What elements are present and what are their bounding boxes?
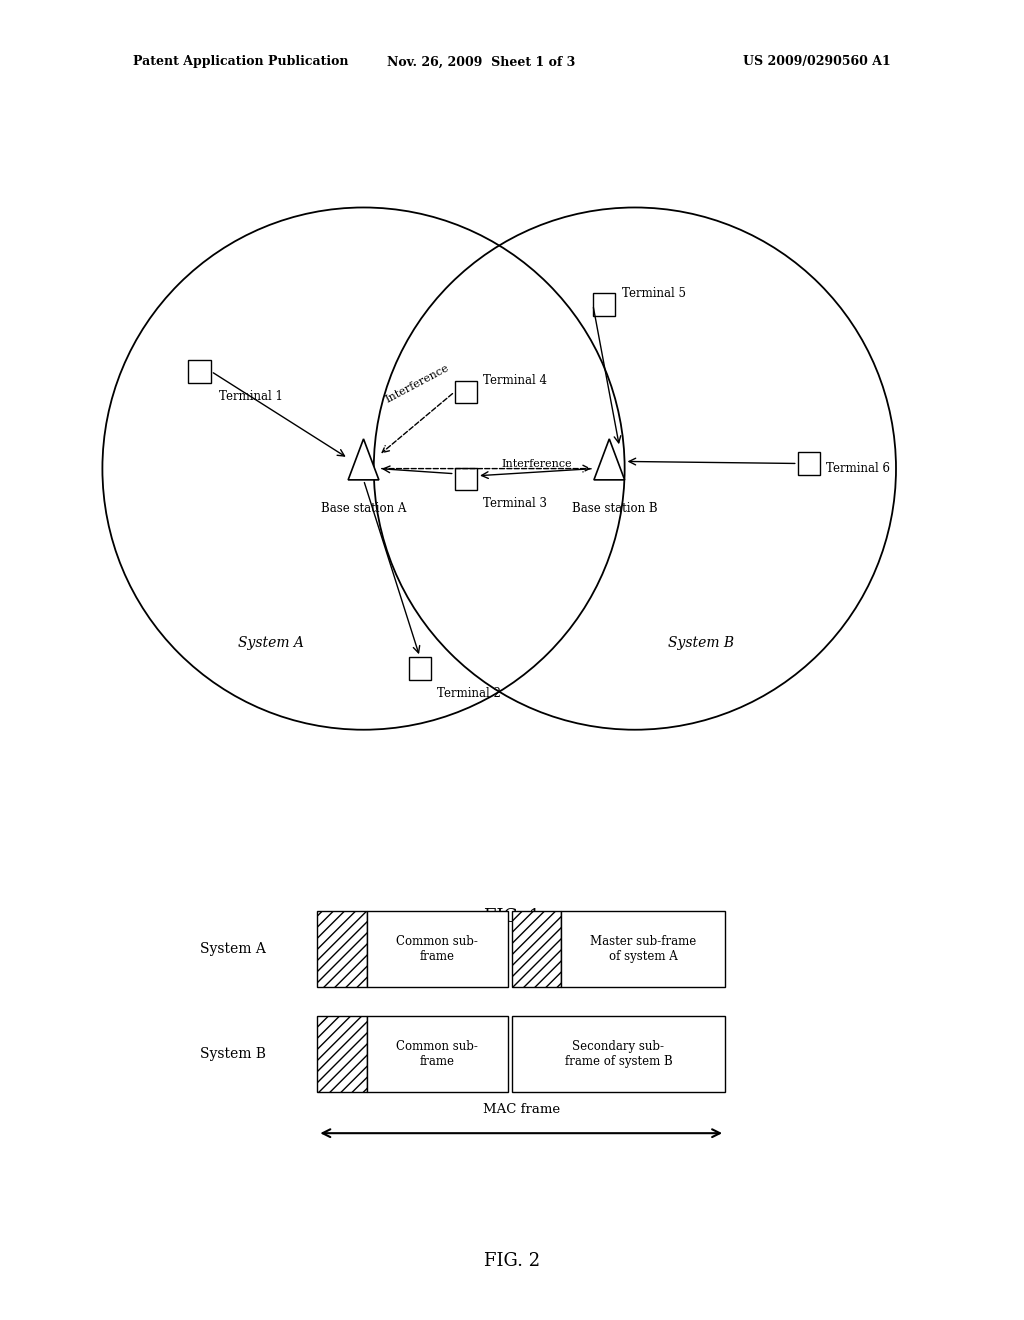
Bar <box>367 911 508 986</box>
Bar <box>317 1016 367 1092</box>
Bar <box>798 453 820 475</box>
Polygon shape <box>594 440 625 480</box>
Text: Terminal 4: Terminal 4 <box>483 374 547 387</box>
Text: Patent Application Publication: Patent Application Publication <box>133 55 348 69</box>
Text: System B: System B <box>669 636 734 649</box>
Bar <box>512 1016 725 1092</box>
Text: Terminal 1: Terminal 1 <box>219 389 283 403</box>
Text: Interference: Interference <box>384 363 451 405</box>
Text: Master sub-frame
of system A: Master sub-frame of system A <box>590 935 696 962</box>
Bar <box>593 293 615 315</box>
Text: MAC frame: MAC frame <box>482 1104 560 1117</box>
Text: Base station A: Base station A <box>321 503 407 515</box>
Text: Interference: Interference <box>502 458 572 469</box>
Text: Base station B: Base station B <box>571 503 657 515</box>
Bar <box>317 911 367 986</box>
Polygon shape <box>348 440 379 480</box>
Text: Secondary sub-
frame of system B: Secondary sub- frame of system B <box>564 1040 673 1068</box>
Bar <box>188 360 211 383</box>
Bar <box>367 1016 508 1092</box>
Bar <box>409 657 431 680</box>
Bar <box>512 911 561 986</box>
Text: Common sub-
frame: Common sub- frame <box>396 1040 478 1068</box>
Bar <box>455 380 477 403</box>
Text: Terminal 5: Terminal 5 <box>622 286 686 300</box>
Text: Common sub-
frame: Common sub- frame <box>396 935 478 962</box>
Text: System A: System A <box>239 636 304 649</box>
Text: Terminal 6: Terminal 6 <box>826 462 891 475</box>
Bar <box>561 911 725 986</box>
Text: FIG. 1: FIG. 1 <box>484 908 540 927</box>
Text: Terminal 3: Terminal 3 <box>483 498 547 511</box>
Text: Nov. 26, 2009  Sheet 1 of 3: Nov. 26, 2009 Sheet 1 of 3 <box>387 55 575 69</box>
Bar <box>455 467 477 490</box>
Text: US 2009/0290560 A1: US 2009/0290560 A1 <box>743 55 891 69</box>
Text: Terminal 2: Terminal 2 <box>437 686 501 700</box>
Text: System B: System B <box>201 1047 266 1061</box>
Text: System A: System A <box>201 941 266 956</box>
Text: FIG. 2: FIG. 2 <box>484 1253 540 1270</box>
